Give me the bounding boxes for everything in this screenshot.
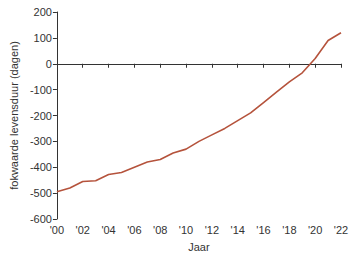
svg-text:-600: -600 [30,213,52,225]
svg-text:'12: '12 [205,224,219,236]
svg-text:fokwaarde levensduur (dagen): fokwaarde levensduur (dagen) [8,41,20,190]
svg-text:'04: '04 [101,224,115,236]
svg-text:-400: -400 [30,161,52,173]
svg-text:'10: '10 [179,224,193,236]
svg-text:-100: -100 [30,84,52,96]
svg-text:'18: '18 [282,224,296,236]
svg-text:'00: '00 [50,224,64,236]
svg-text:'20: '20 [308,224,322,236]
svg-text:100: 100 [34,32,52,44]
svg-text:'02: '02 [76,224,90,236]
svg-text:200: 200 [34,6,52,18]
svg-text:0: 0 [46,58,52,70]
svg-text:-200: -200 [30,110,52,122]
svg-text:'06: '06 [127,224,141,236]
svg-text:-300: -300 [30,135,52,147]
svg-text:'08: '08 [153,224,167,236]
svg-text:'14: '14 [231,224,245,236]
svg-text:Jaar: Jaar [188,241,210,253]
svg-text:'22: '22 [334,224,348,236]
svg-text:'16: '16 [256,224,270,236]
svg-text:-500: -500 [30,187,52,199]
